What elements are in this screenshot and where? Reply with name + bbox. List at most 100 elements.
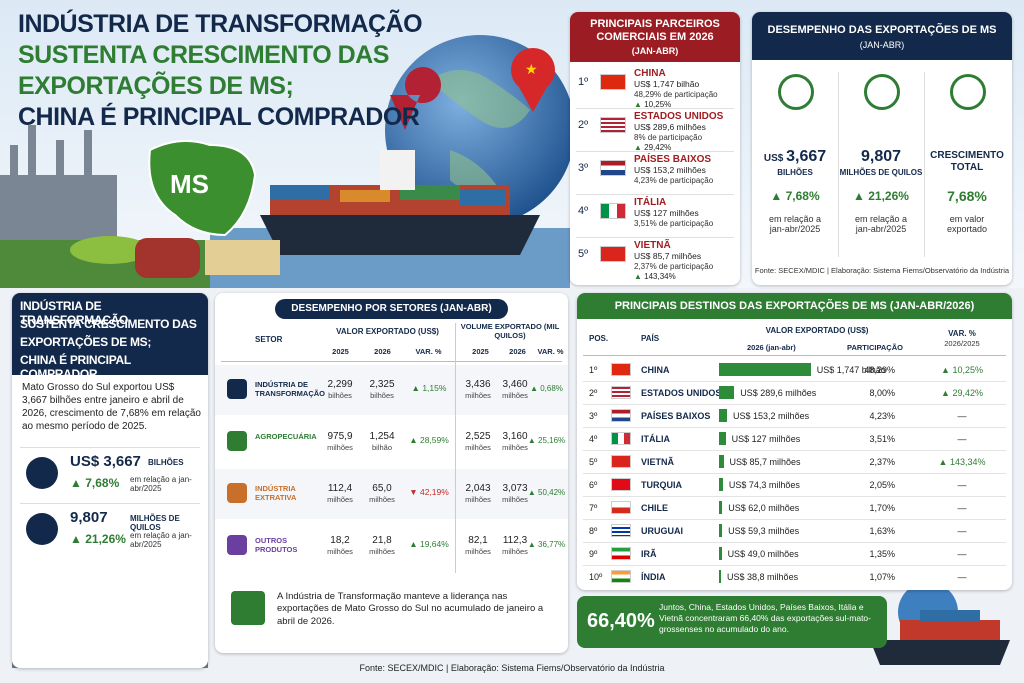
sector-icon <box>227 379 247 399</box>
cell: 975,9 <box>327 431 353 442</box>
unit: milhões <box>327 547 353 556</box>
flag <box>611 478 631 491</box>
map-label: MS <box>170 169 209 199</box>
sector-icon <box>227 483 247 503</box>
col-divider <box>924 72 925 257</box>
country: URUGUAI <box>641 526 683 536</box>
row-bg <box>215 469 568 519</box>
country: CHINA <box>641 365 670 375</box>
country: ITÁLIA <box>634 197 667 208</box>
ship-small <box>870 640 1010 665</box>
highlight-box: 66,40% Juntos, China, Estados Unidos, Paí… <box>577 596 887 648</box>
summary-header <box>12 293 208 375</box>
header: POS. <box>589 334 609 343</box>
var: — <box>957 572 967 582</box>
footer-source: Fonte: SECEX/MDIC | Elaboração: Sistema … <box>359 663 665 673</box>
value: 7,68% <box>947 188 987 204</box>
divider <box>20 447 200 448</box>
pos: 2º <box>589 388 598 398</box>
value: US$ 1,747 bilhão <box>816 365 886 375</box>
cell: 2,525 <box>465 431 491 442</box>
share: 2,37% de participação <box>634 262 714 271</box>
performance-header <box>752 12 1012 60</box>
share: 8% de participação <box>634 133 703 142</box>
note: em relação a jan-abr/2025 <box>130 531 192 550</box>
sectors-header <box>275 299 508 319</box>
share: 1,35% <box>869 549 895 559</box>
rank: 3º <box>578 162 589 174</box>
cell: 82,1 <box>468 535 488 546</box>
value: US$ 127 milhões <box>731 434 801 444</box>
cell: 1,254 <box>369 431 395 442</box>
sector-note: A Indústria de Transformação manteve a l… <box>277 591 544 627</box>
col-divider <box>838 72 839 257</box>
share-bar <box>719 386 735 399</box>
destinations-card: PRINCIPAIS DESTINOS DAS EXPORTAÇÕES DE M… <box>577 293 1012 590</box>
flag <box>611 432 631 445</box>
cell: 18,2 <box>330 535 350 546</box>
change: 10,25% <box>634 100 671 109</box>
rank: 5º <box>578 248 589 260</box>
var: — <box>957 480 967 490</box>
row-divider <box>583 427 1006 428</box>
value: US$ 153,2 milhões <box>733 411 810 421</box>
sectors-card: DESEMPENHO POR SETORES (JAN-ABR) SETOR VAL… <box>215 293 568 653</box>
unit: MILHÕES DE QUILOS <box>130 514 180 533</box>
unit: milhões <box>465 391 491 400</box>
unit: milhões <box>502 391 528 400</box>
value: US$ 153,2 milhões <box>634 165 706 175</box>
share-bar <box>719 363 811 376</box>
row-divider <box>576 108 734 109</box>
sector-icon <box>227 535 247 555</box>
header: 2025 <box>332 347 349 356</box>
country: VIETNÃ <box>641 457 675 467</box>
var: 29,42% <box>917 388 1007 398</box>
divider <box>20 503 200 504</box>
value: 9,807 <box>70 509 108 526</box>
header: 2025 <box>472 347 489 356</box>
header: VALOR EXPORTADO (US$) <box>765 326 869 335</box>
icon <box>864 74 900 110</box>
icon <box>950 74 986 110</box>
summary-title-line: SUSTENTA CRESCIMENTO DAS <box>20 317 197 331</box>
unit: milhões <box>327 495 353 504</box>
value: US$ 3,667 <box>70 453 141 470</box>
country: CHILE <box>641 503 668 513</box>
row-divider <box>583 404 1006 405</box>
flag <box>611 524 631 537</box>
var: — <box>957 411 967 421</box>
row-bg <box>215 365 568 415</box>
flag <box>611 547 631 560</box>
change: 21,26% <box>70 532 126 547</box>
var: — <box>957 549 967 559</box>
share: 2,05% <box>869 480 895 490</box>
row-divider <box>583 565 1006 566</box>
country: IRÃ <box>641 549 657 559</box>
header: 2026 <box>374 347 391 356</box>
flag <box>611 363 631 376</box>
share: 4,23% <box>869 411 895 421</box>
row-bg <box>215 521 568 571</box>
header: VAR. % <box>537 347 564 356</box>
share: 2,37% <box>869 457 895 467</box>
cell: 3,160 <box>502 431 528 442</box>
var: 0,68% <box>525 384 568 393</box>
flag <box>611 570 631 583</box>
flag <box>611 386 631 399</box>
share-bar <box>719 432 726 445</box>
unit: BILHÕES <box>777 168 813 177</box>
header: VAR. % <box>415 347 442 356</box>
label: CRESCIMENTO TOTAL <box>930 150 1004 173</box>
value: US$ 85,7 milhões <box>729 457 801 467</box>
partners-subtitle: (JAN-ABR) <box>631 46 679 56</box>
sector-icon <box>227 431 247 451</box>
note: em relação a jan-abr/2025 <box>854 214 908 235</box>
row-bg <box>215 417 568 467</box>
pos: 10º <box>589 572 603 582</box>
row-divider <box>576 194 734 195</box>
share: 8,00% <box>869 388 895 398</box>
share: 3,51% de participação <box>634 219 714 228</box>
row-divider <box>583 519 1006 520</box>
svg-text:★: ★ <box>525 61 538 77</box>
col-divider <box>455 323 456 573</box>
